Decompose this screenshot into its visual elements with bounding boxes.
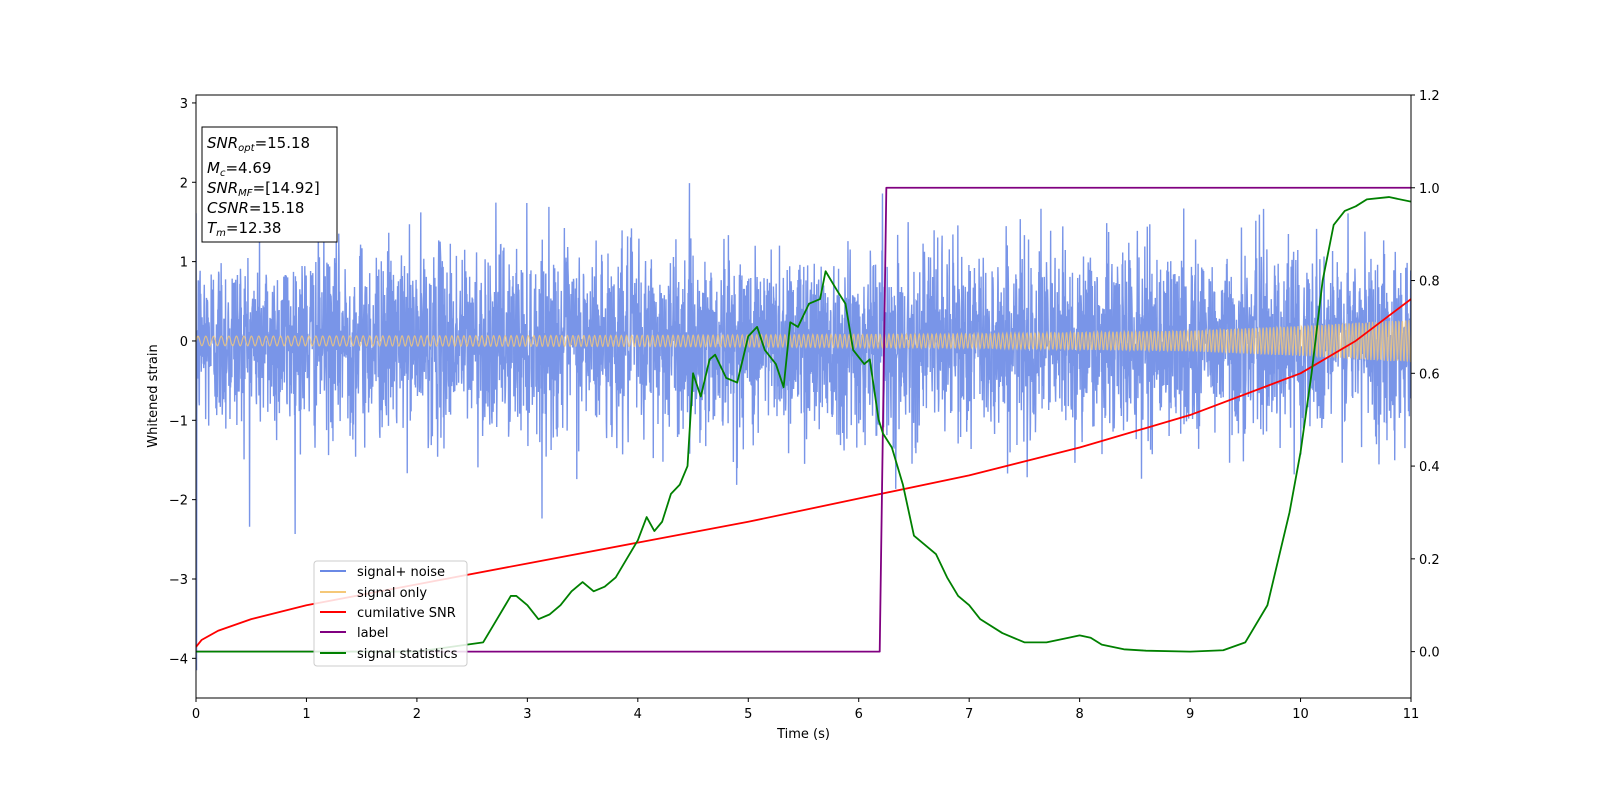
y-tick-label: 2 xyxy=(180,176,188,191)
x-tick-label: 1 xyxy=(302,707,310,722)
x-tick-label: 8 xyxy=(1075,707,1083,722)
y2-tick-label: 0.4 xyxy=(1419,460,1440,475)
y2-tick-label: 0.2 xyxy=(1419,553,1440,568)
y-tick-label: −3 xyxy=(169,573,188,588)
signal-only-series xyxy=(196,319,1411,363)
stats-line-csnr: CSNR=15.18 xyxy=(207,199,304,217)
x-tick-label: 6 xyxy=(855,707,863,722)
y-tick-label: 1 xyxy=(180,256,188,271)
legend-label-signal-statistics: signal statistics xyxy=(357,647,458,662)
x-tick-label: 0 xyxy=(192,707,200,722)
stats-box: SNRopt=15.18 Mc=4.69 SNRMF=[14.92] CSNR=… xyxy=(201,126,338,243)
plot-frame xyxy=(195,94,1412,699)
y2-tick-label: 0.6 xyxy=(1419,367,1440,382)
legend-label-signal-only: signal only xyxy=(357,586,427,601)
x-axis: 0 1 2 3 4 5 6 7 8 9 10 11 xyxy=(192,698,1419,722)
right-axis-series xyxy=(196,186,1411,653)
x-axis-label: Time (s) xyxy=(776,727,830,742)
signal-statistics-line xyxy=(196,196,1411,653)
signal-only-line xyxy=(196,319,1411,363)
legend: signal+ noise signal only cumilative SNR… xyxy=(313,560,468,667)
x-tick-label: 5 xyxy=(744,707,752,722)
y-tick-label: −4 xyxy=(169,652,188,667)
y-axis-left: −4 −3 −2 −1 0 1 2 3 xyxy=(169,97,196,667)
cumulative-snr-line xyxy=(196,298,1411,648)
y2-tick-label: 0.8 xyxy=(1419,275,1440,290)
y2-tick-label: 1.0 xyxy=(1419,182,1440,197)
x-tick-label: 10 xyxy=(1292,707,1309,722)
stats-line-snr-opt: SNRopt=15.18 xyxy=(207,134,310,154)
y-tick-label: −2 xyxy=(169,494,188,509)
legend-label-label: label xyxy=(357,626,388,641)
x-tick-label: 9 xyxy=(1186,707,1194,722)
x-tick-label: 11 xyxy=(1403,707,1420,722)
label-line xyxy=(196,186,1411,653)
y-tick-label: −1 xyxy=(169,414,188,429)
y-tick-label: 0 xyxy=(180,335,188,350)
y-axis-label: Whitened strain xyxy=(146,344,161,447)
y-tick-label: 3 xyxy=(180,97,188,112)
x-tick-label: 7 xyxy=(965,707,973,722)
y-axis-right: 0.0 0.2 0.4 0.6 0.8 1.0 1.2 xyxy=(1411,89,1440,661)
legend-label-signal-noise: signal+ noise xyxy=(357,565,445,580)
legend-label-cumulative-snr: cumilative SNR xyxy=(357,606,456,621)
x-tick-label: 2 xyxy=(413,707,421,722)
y2-tick-label: 0.0 xyxy=(1419,646,1440,661)
stats-line-snr-mf: SNRMF=[14.92] xyxy=(207,179,320,199)
x-tick-label: 4 xyxy=(634,707,642,722)
y2-tick-label: 1.2 xyxy=(1419,89,1440,104)
x-tick-label: 3 xyxy=(523,707,531,722)
stats-line-mc: Mc=4.69 xyxy=(207,159,271,179)
stats-line-tm: Tm=12.38 xyxy=(207,219,281,239)
